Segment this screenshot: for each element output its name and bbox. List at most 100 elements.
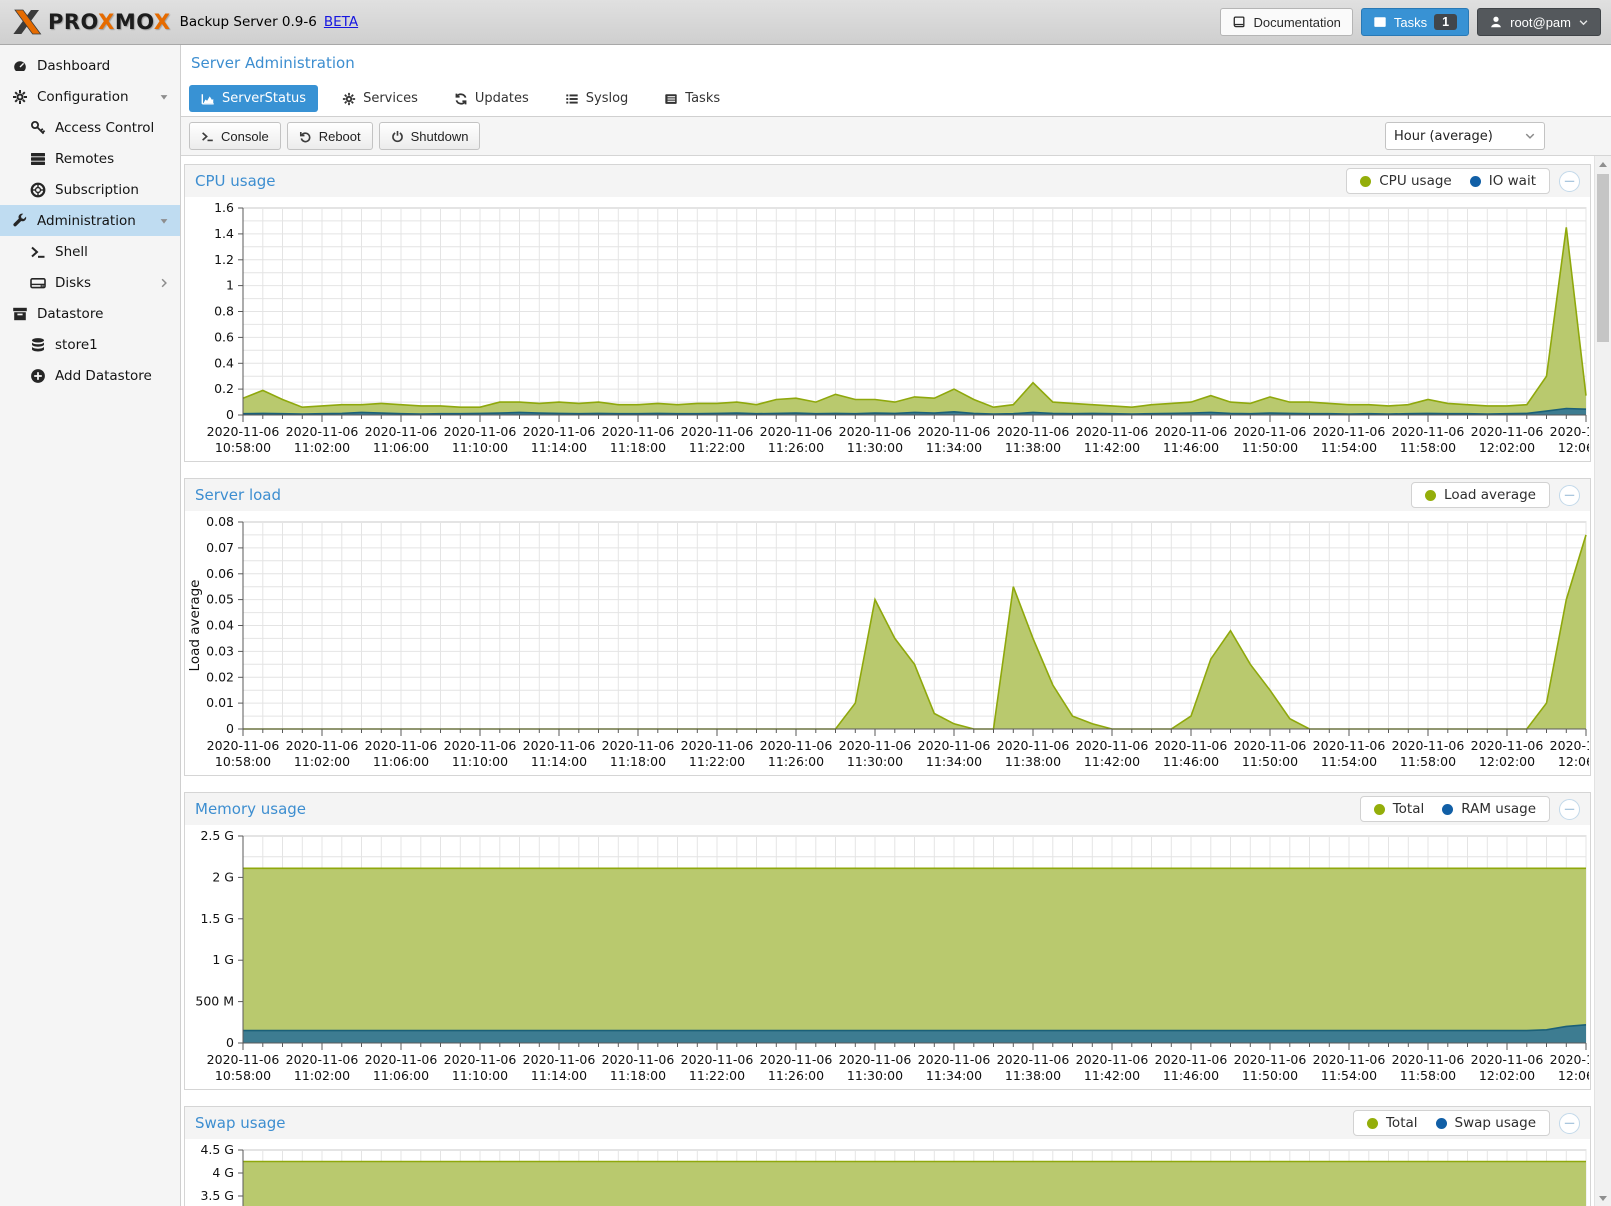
gears-icon xyxy=(12,89,28,105)
charts-container: CPU usage CPU usage IO wait xyxy=(183,156,1592,1206)
reboot-button[interactable]: Reboot xyxy=(286,122,373,150)
tab-tasks[interactable]: Tasks xyxy=(652,85,732,112)
svg-text:11:38:00: 11:38:00 xyxy=(1005,754,1061,769)
chevron-right-icon xyxy=(158,277,170,289)
sidebar-item-store1[interactable]: store1 xyxy=(0,329,180,360)
tab-syslog[interactable]: Syslog xyxy=(553,85,641,112)
svg-text:2020-11-06: 2020-11-06 xyxy=(602,1052,675,1067)
svg-text:2020-11-06: 2020-11-06 xyxy=(286,738,359,753)
collapse-icon[interactable]: − xyxy=(1559,798,1580,820)
svg-text:Load average: Load average xyxy=(187,580,203,672)
task-list-icon xyxy=(664,92,678,106)
console-button[interactable]: Console xyxy=(189,122,281,150)
legend-item[interactable]: CPU usage xyxy=(1360,173,1452,189)
sidebar-item-datastore[interactable]: Datastore xyxy=(0,298,180,329)
svg-text:2020-11-06: 2020-11-06 xyxy=(207,738,280,753)
scroll-down-arrow-icon[interactable] xyxy=(1595,1190,1611,1206)
legend-item[interactable]: Total xyxy=(1373,801,1424,817)
documentation-button[interactable]: Documentation xyxy=(1220,8,1353,36)
beta-link[interactable]: BETA xyxy=(323,14,359,30)
sidebar-item-administration[interactable]: Administration xyxy=(0,205,180,236)
sidebar-item-configuration[interactable]: Configuration xyxy=(0,81,180,112)
memory-usage-panel: Memory usage Total RAM usage xyxy=(184,792,1591,1090)
sidebar-item-access-control[interactable]: Access Control xyxy=(0,112,180,143)
svg-text:2020-11-06: 2020-11-06 xyxy=(1234,1052,1307,1067)
svg-text:11:10:00: 11:10:00 xyxy=(452,440,508,455)
svg-text:2.5 G: 2.5 G xyxy=(200,831,234,843)
main-content: Server Administration ServerStatus Servi… xyxy=(181,45,1611,1206)
collapse-icon[interactable]: − xyxy=(1559,484,1580,506)
sidebar-item-add-datastore[interactable]: Add Datastore xyxy=(0,360,180,391)
scroll-up-arrow-icon[interactable] xyxy=(1595,156,1611,172)
svg-text:0.02: 0.02 xyxy=(206,669,234,684)
legend-item[interactable]: Load average xyxy=(1425,487,1536,503)
chart-legend: Total Swap usage xyxy=(1352,1110,1550,1136)
legend-item[interactable]: Swap usage xyxy=(1435,1115,1536,1131)
legend-item[interactable]: IO wait xyxy=(1469,173,1536,189)
terminal-icon xyxy=(201,130,214,143)
tasks-button[interactable]: Tasks 1 xyxy=(1360,8,1470,36)
server-load-panel: Server load Load average − 0 0.01 0.02 0.03… xyxy=(184,478,1591,776)
svg-text:2020-11-06: 2020-11-06 xyxy=(1155,424,1228,439)
svg-text:2020-11-06: 2020-11-06 xyxy=(1155,1052,1228,1067)
tab-updates[interactable]: Updates xyxy=(442,85,541,112)
svg-text:10:58:00: 10:58:00 xyxy=(215,754,271,769)
user-menu-button[interactable]: root@pam xyxy=(1477,8,1601,36)
sidebar-nav: Dashboard Configuration Access Control R… xyxy=(0,45,181,1206)
svg-text:2020-11-06: 2020-11-06 xyxy=(839,1052,912,1067)
svg-text:11:10:00: 11:10:00 xyxy=(452,754,508,769)
chevron-down-icon xyxy=(1578,17,1589,28)
legend-item[interactable]: Total xyxy=(1366,1115,1418,1131)
sidebar-item-remotes[interactable]: Remotes xyxy=(0,143,180,174)
svg-text:2020-11-06: 2020-11-06 xyxy=(997,738,1070,753)
svg-text:11:14:00: 11:14:00 xyxy=(531,754,587,769)
tab-services[interactable]: Services xyxy=(330,85,430,112)
svg-text:1.4: 1.4 xyxy=(214,226,234,241)
legend-item[interactable]: RAM usage xyxy=(1442,801,1536,817)
sidebar-item-dashboard[interactable]: Dashboard xyxy=(0,50,180,81)
sidebar-item-disks[interactable]: Disks xyxy=(0,267,180,298)
svg-text:0.05: 0.05 xyxy=(206,592,234,607)
shutdown-button[interactable]: Shutdown xyxy=(378,122,481,150)
svg-text:11:18:00: 11:18:00 xyxy=(610,440,666,455)
svg-text:2020-11-06: 2020-11-06 xyxy=(997,1052,1070,1067)
svg-text:11:42:00: 11:42:00 xyxy=(1084,1068,1140,1083)
tachometer-icon xyxy=(12,58,28,74)
plus-circle-icon xyxy=(30,368,46,384)
collapse-icon[interactable]: − xyxy=(1559,170,1580,192)
collapse-icon[interactable]: − xyxy=(1559,1112,1580,1134)
legend-dot xyxy=(1366,1117,1378,1129)
tasks-count-badge: 1 xyxy=(1434,14,1458,30)
svg-text:0.07: 0.07 xyxy=(206,540,234,555)
svg-text:0: 0 xyxy=(226,407,234,422)
legend-dot xyxy=(1435,1117,1447,1129)
key-icon xyxy=(30,120,46,136)
svg-text:2020-11-06: 2020-11-06 xyxy=(286,1052,359,1067)
svg-text:2020-11-06: 2020-11-06 xyxy=(918,1052,991,1067)
svg-text:11:26:00: 11:26:00 xyxy=(768,754,824,769)
svg-text:11:30:00: 11:30:00 xyxy=(847,754,903,769)
svg-text:0.01: 0.01 xyxy=(206,695,234,710)
svg-text:0.6: 0.6 xyxy=(214,329,234,344)
svg-text:2020-11-06: 2020-11-06 xyxy=(1392,1052,1465,1067)
svg-text:2020-11-06: 2020-11-06 xyxy=(681,424,754,439)
svg-text:11:38:00: 11:38:00 xyxy=(1005,1068,1061,1083)
scrollbar-thumb[interactable] xyxy=(1597,174,1609,342)
svg-text:11:30:00: 11:30:00 xyxy=(847,440,903,455)
svg-text:11:54:00: 11:54:00 xyxy=(1321,754,1377,769)
sidebar-item-shell[interactable]: Shell xyxy=(0,236,180,267)
time-range-select[interactable]: Hour (average) xyxy=(1385,122,1545,150)
sidebar-item-subscription[interactable]: Subscription xyxy=(0,174,180,205)
svg-text:1.2: 1.2 xyxy=(214,252,234,267)
svg-text:2020-11-06: 2020-11-06 xyxy=(1392,738,1465,753)
book-icon xyxy=(1232,15,1246,29)
svg-text:12:06:00: 12:06:00 xyxy=(1558,1068,1589,1083)
life-ring-icon xyxy=(30,182,46,198)
legend-dot xyxy=(1373,803,1385,815)
vertical-scrollbar[interactable] xyxy=(1594,156,1611,1206)
svg-text:11:42:00: 11:42:00 xyxy=(1084,754,1140,769)
svg-text:11:46:00: 11:46:00 xyxy=(1163,1068,1219,1083)
tab-serverstatus[interactable]: ServerStatus xyxy=(189,85,319,112)
svg-text:2020-11-06: 2020-11-06 xyxy=(286,424,359,439)
